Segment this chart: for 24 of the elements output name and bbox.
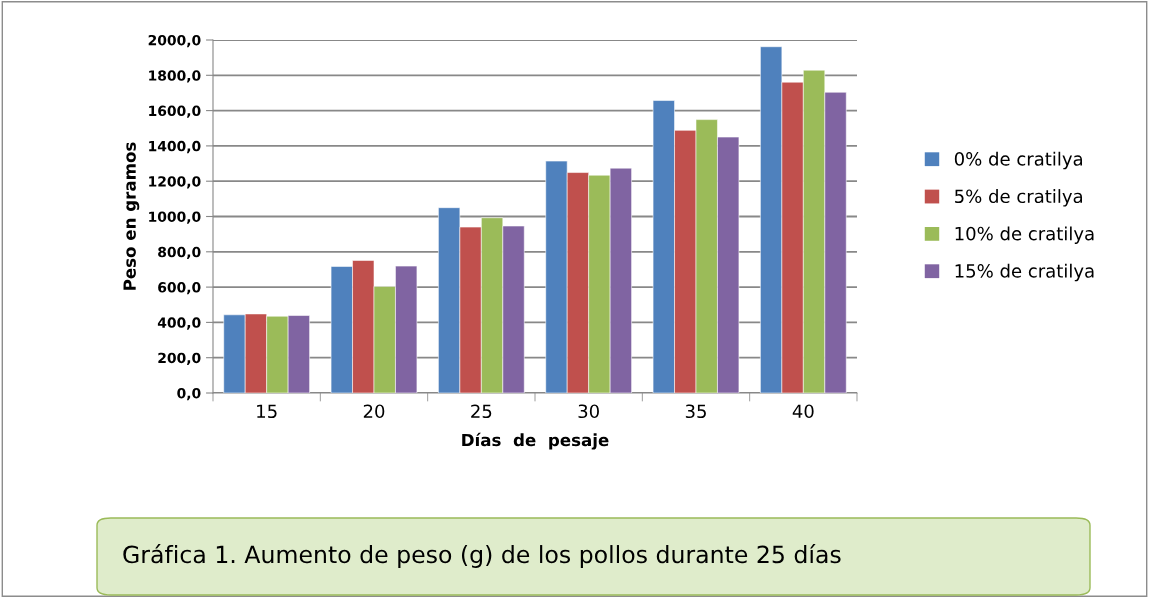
- x-tick-label: 25: [471, 404, 492, 419]
- x-tick-label: 35: [685, 404, 706, 419]
- y-tick-label: 1400,0: [149, 140, 201, 154]
- x-tick-label: 15: [257, 404, 277, 419]
- x-tick-label: 20: [363, 404, 385, 419]
- y-tick-label: 2000,0: [148, 34, 201, 48]
- x-tick-label: 30: [578, 404, 599, 419]
- x-axis-title: Días de pesaje: [462, 432, 609, 450]
- y-tick-label: 200,0: [158, 352, 201, 365]
- legend-label: 15% de cratilya: [955, 263, 1094, 282]
- y-tick-label: 800,0: [158, 246, 201, 260]
- legend-label: 0% de cratilya: [954, 151, 1082, 170]
- y-tick-label: 600,0: [158, 282, 201, 295]
- y-tick-label: 1600,0: [149, 105, 201, 118]
- text: Gráfica 1. Aumento de peso (g) de los pollos durante 25 días: [123, 544, 841, 568]
- y-tick-label: 1000,0: [149, 211, 201, 224]
- legend-label: 10% de cratilya: [955, 226, 1094, 244]
- y-tick-label: 1200,0: [149, 176, 201, 189]
- y-axis-title: Peso en gramos: [123, 142, 140, 290]
- y-tick-label: 0,0: [177, 387, 201, 401]
- legend-label: 5% de cratilya: [955, 189, 1082, 207]
- x-tick-label: 40: [792, 404, 814, 419]
- y-tick-label: 400,0: [157, 317, 201, 330]
- y-tick-label: 1800,0: [149, 70, 201, 83]
